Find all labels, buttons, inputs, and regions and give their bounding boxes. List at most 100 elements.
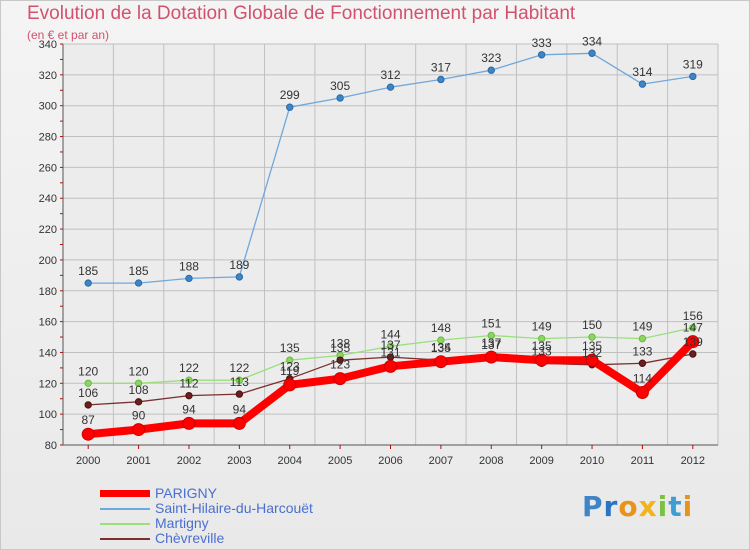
data-point-saint-hilaire-du-harcouet — [537, 51, 546, 59]
data-point-parigny — [535, 353, 549, 367]
data-point-chevreville — [336, 356, 344, 364]
y-tick-label: 260 — [39, 162, 57, 174]
data-label-martigny: 151 — [481, 316, 501, 330]
data-label-parigny: 94 — [182, 402, 196, 416]
data-label-chevreville: 113 — [230, 375, 249, 389]
y-tick-label: 120 — [39, 378, 57, 390]
data-point-parigny — [686, 335, 700, 349]
x-tick-label: 2000 — [76, 455, 100, 467]
data-point-martigny — [386, 342, 395, 350]
x-tick-label: 2002 — [177, 455, 201, 467]
logo-letter: P — [582, 490, 604, 523]
data-point-saint-hilaire-du-harcouet — [386, 83, 395, 91]
data-label-chevreville: 108 — [129, 383, 149, 397]
data-point-chevreville — [185, 391, 193, 400]
data-point-martigny — [638, 334, 647, 343]
legend-swatch-chevreville — [100, 538, 150, 540]
chart-subtitle: (en € et par an) — [27, 28, 110, 42]
y-tick-label: 140 — [39, 347, 57, 359]
data-point-saint-hilaire-du-harcouet — [235, 273, 244, 281]
data-point-parigny — [283, 378, 297, 392]
data-point-chevreville — [235, 390, 244, 398]
data-point-parigny — [81, 427, 95, 441]
data-label-parigny: 134 — [431, 341, 451, 355]
data-point-chevreville — [134, 398, 143, 406]
data-label-saint-hilaire-du-harcouet: 333 — [532, 36, 552, 50]
data-label-saint-hilaire-du-harcouet: 319 — [683, 57, 703, 71]
y-tick-label: 320 — [39, 70, 57, 82]
data-label-chevreville: 106 — [78, 386, 98, 400]
data-label-chevreville: 135 — [431, 341, 451, 355]
data-point-martigny — [689, 324, 697, 332]
data-label-chevreville: 133 — [632, 344, 652, 358]
data-point-martigny — [537, 334, 546, 343]
data-point-martigny — [185, 376, 193, 384]
x-tick-label: 2003 — [227, 455, 251, 467]
data-point-martigny — [286, 356, 294, 364]
data-label-saint-hilaire-du-harcouet: 312 — [380, 68, 400, 82]
data-label-chevreville: 112 — [179, 377, 198, 391]
data-label-saint-hilaire-du-harcouet: 185 — [129, 264, 149, 278]
data-point-parigny — [333, 372, 347, 386]
y-tick-label: 240 — [39, 193, 57, 205]
data-label-parigny: 90 — [132, 409, 146, 423]
legend-label-parigny: PARIGNY — [155, 485, 217, 501]
data-label-parigny: 114 — [633, 372, 652, 386]
data-label-parigny: 87 — [82, 413, 96, 427]
data-label-martigny: 122 — [179, 361, 199, 375]
data-point-chevreville — [638, 359, 647, 367]
data-label-chevreville: 133 — [532, 344, 552, 358]
data-label-saint-hilaire-du-harcouet: 305 — [330, 79, 350, 93]
data-label-chevreville: 135 — [330, 341, 350, 355]
x-tick-label: 2010 — [580, 455, 604, 467]
data-point-saint-hilaire-du-harcouet — [638, 80, 647, 88]
data-label-parigny: 135 — [582, 339, 602, 353]
data-point-martigny — [134, 379, 143, 388]
data-label-parigny: 123 — [330, 358, 350, 372]
data-point-saint-hilaire-du-harcouet — [487, 66, 495, 74]
data-label-saint-hilaire-du-harcouet: 189 — [229, 258, 249, 272]
data-label-martigny: 138 — [330, 337, 350, 351]
x-tick-label: 2006 — [378, 455, 402, 467]
data-point-parigny — [434, 355, 448, 369]
logo-letter: i — [682, 490, 694, 523]
legend-label-chevreville: Chèvreville — [155, 530, 225, 546]
data-point-parigny — [132, 423, 146, 437]
data-label-parigny: 137 — [481, 336, 501, 350]
data-point-martigny — [84, 379, 92, 388]
data-point-martigny — [437, 336, 445, 344]
data-label-martigny: 156 — [683, 309, 703, 323]
data-label-chevreville: 137 — [380, 338, 400, 352]
legend-swatch-parigny — [100, 490, 150, 497]
data-label-saint-hilaire-du-harcouet: 188 — [179, 259, 199, 273]
data-point-parigny — [182, 416, 196, 430]
data-label-parigny: 94 — [233, 402, 247, 416]
data-label-parigny: 147 — [683, 321, 703, 335]
data-label-chevreville: 137 — [481, 338, 501, 352]
data-label-martigny: 150 — [582, 318, 602, 332]
logo-letter: r — [603, 490, 619, 523]
x-tick-label: 2005 — [328, 455, 352, 467]
data-label-martigny: 135 — [280, 341, 300, 355]
x-tick-label: 2007 — [429, 455, 453, 467]
data-point-saint-hilaire-du-harcouet — [134, 279, 143, 287]
data-label-saint-hilaire-du-harcouet: 314 — [632, 65, 652, 79]
y-tick-label: 160 — [39, 317, 57, 329]
data-label-martigny: 120 — [129, 364, 149, 378]
data-label-saint-hilaire-du-harcouet: 299 — [280, 88, 300, 102]
data-point-saint-hilaire-du-harcouet — [336, 94, 344, 102]
data-point-chevreville — [689, 350, 697, 358]
data-point-saint-hilaire-du-harcouet — [689, 72, 697, 81]
chart-title: Evolution de la Dotation Globale de Fonc… — [27, 3, 576, 24]
y-tick-label: 300 — [39, 101, 57, 113]
data-point-saint-hilaire-du-harcouet — [286, 103, 294, 111]
data-label-martigny: 149 — [532, 320, 552, 334]
y-tick-label: 100 — [39, 409, 57, 421]
data-label-martigny: 149 — [632, 320, 652, 334]
data-label-martigny: 148 — [431, 321, 451, 335]
data-label-chevreville: 123 — [280, 360, 300, 374]
proxiti-logo: Proxiti — [582, 490, 693, 523]
data-label-saint-hilaire-du-harcouet: 185 — [78, 264, 98, 278]
legend-label-martigny: Martigny — [155, 515, 209, 531]
